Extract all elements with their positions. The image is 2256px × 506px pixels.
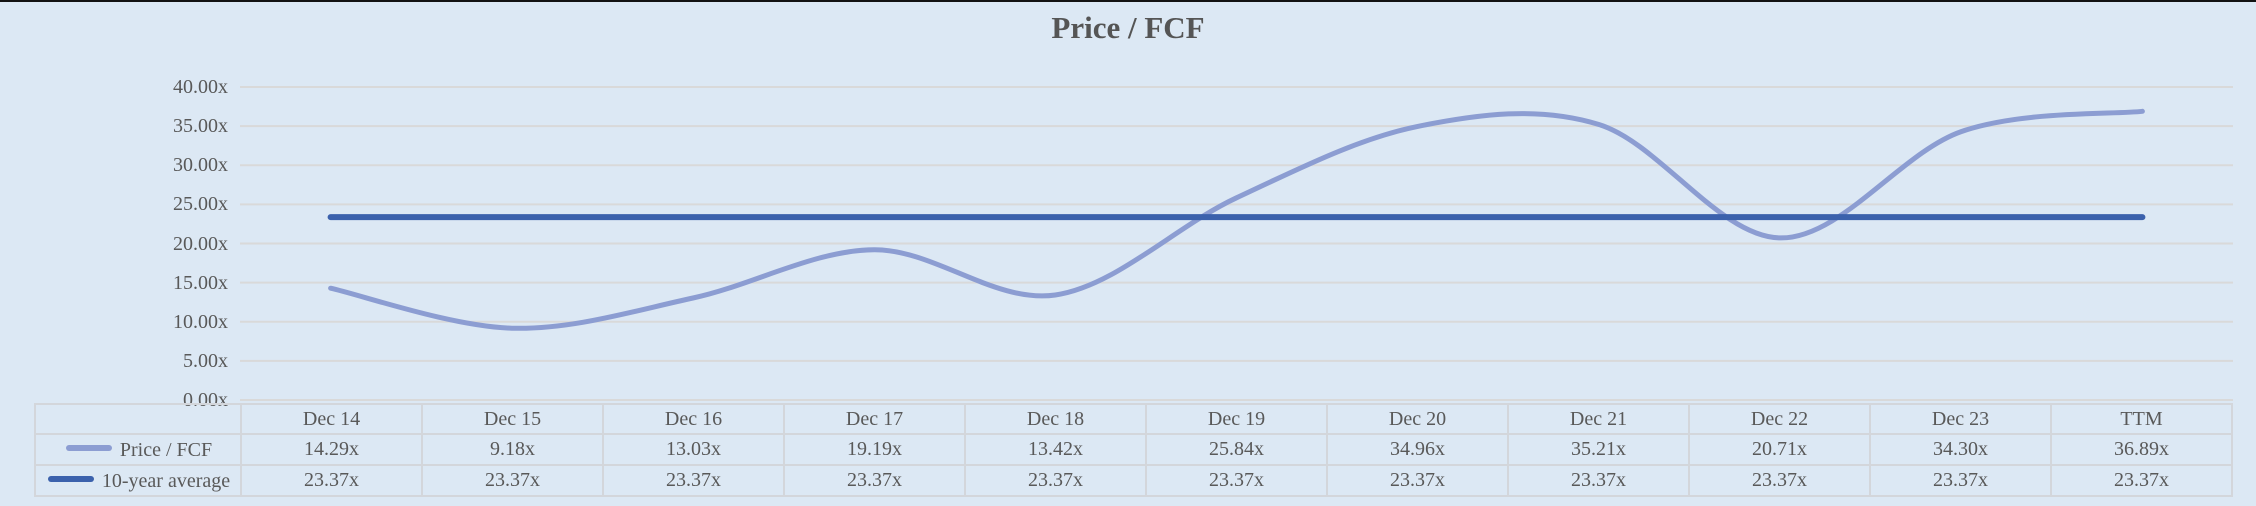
table-cell: 23.37x xyxy=(783,464,966,497)
ten-year-average-line-swatch xyxy=(47,475,94,482)
table-cell: 19.19x xyxy=(783,433,966,466)
data-table: Dec 14 Dec 15 Dec 16 Dec 17 Dec 18 Dec 1… xyxy=(34,403,2233,497)
column-header: Dec 16 xyxy=(602,403,785,435)
column-header: Dec 20 xyxy=(1326,403,1509,435)
legend-label: 10-year average xyxy=(101,469,231,492)
y-tick-label: 30.00x xyxy=(173,154,228,176)
column-header: Dec 18 xyxy=(964,403,1147,435)
column-header: Dec 23 xyxy=(1869,403,2052,435)
column-header: Dec 15 xyxy=(421,403,604,435)
legend-key-price-fcf: Price / FCF xyxy=(34,433,242,466)
table-cell: 35.21x xyxy=(1507,433,1690,466)
table-cell: 13.42x xyxy=(964,433,1147,466)
y-tick-label: 10.00x xyxy=(173,311,228,333)
y-tick-label: 5.00x xyxy=(183,350,228,372)
table-cell: 25.84x xyxy=(1145,433,1328,466)
table-cell: 23.37x xyxy=(602,464,785,497)
table-cell: 14.29x xyxy=(240,433,423,466)
plot-area xyxy=(240,86,2233,401)
column-header: Dec 17 xyxy=(783,403,966,435)
table-cell: 23.37x xyxy=(964,464,1147,497)
table-cell: 34.96x xyxy=(1326,433,1509,466)
table-cell: 34.30x xyxy=(1869,433,2052,466)
y-tick-label: 20.00x xyxy=(173,233,228,255)
table-cell: 23.37x xyxy=(240,464,423,497)
y-tick-label: 35.00x xyxy=(173,115,228,137)
table-cell: 20.71x xyxy=(1688,433,1871,466)
legend-label: Price / FCF xyxy=(119,438,213,461)
table-cell: 23.37x xyxy=(2050,464,2233,497)
table-header-row: Dec 14 Dec 15 Dec 16 Dec 17 Dec 18 Dec 1… xyxy=(34,403,2233,435)
legend-key-10-year-average: 10-year average xyxy=(34,464,242,497)
table-cell: 36.89x xyxy=(2050,433,2233,466)
column-header: Dec 14 xyxy=(240,403,423,435)
screen-top-edge xyxy=(0,0,2256,2)
table-row-10-year-average: 10-year average 23.37x 23.37x 23.37x 23.… xyxy=(34,464,2233,497)
table-cell: 23.37x xyxy=(1326,464,1509,497)
chart-title: Price / FCF xyxy=(1051,10,1205,45)
y-tick-label: 25.00x xyxy=(173,193,228,215)
column-header: TTM xyxy=(2050,403,2233,435)
table-row-price-fcf: Price / FCF 14.29x 9.18x 13.03x 19.19x 1… xyxy=(34,433,2233,466)
price-fcf-line-swatch xyxy=(65,444,112,451)
table-cell: 23.37x xyxy=(1507,464,1690,497)
y-tick-label: 40.00x xyxy=(173,76,228,98)
table-cell: 13.03x xyxy=(602,433,785,466)
legend-header-blank-cell xyxy=(34,403,242,435)
table-cell: 23.37x xyxy=(1869,464,2052,497)
table-cell: 23.37x xyxy=(421,464,604,497)
column-header: Dec 19 xyxy=(1145,403,1328,435)
table-cell: 23.37x xyxy=(1145,464,1328,497)
gridlines xyxy=(240,86,2233,401)
column-header: Dec 22 xyxy=(1688,403,1871,435)
table-cell: 23.37x xyxy=(1688,464,1871,497)
table-cell: 9.18x xyxy=(421,433,604,466)
column-header: Dec 21 xyxy=(1507,403,1690,435)
y-tick-label: 15.00x xyxy=(173,272,228,294)
